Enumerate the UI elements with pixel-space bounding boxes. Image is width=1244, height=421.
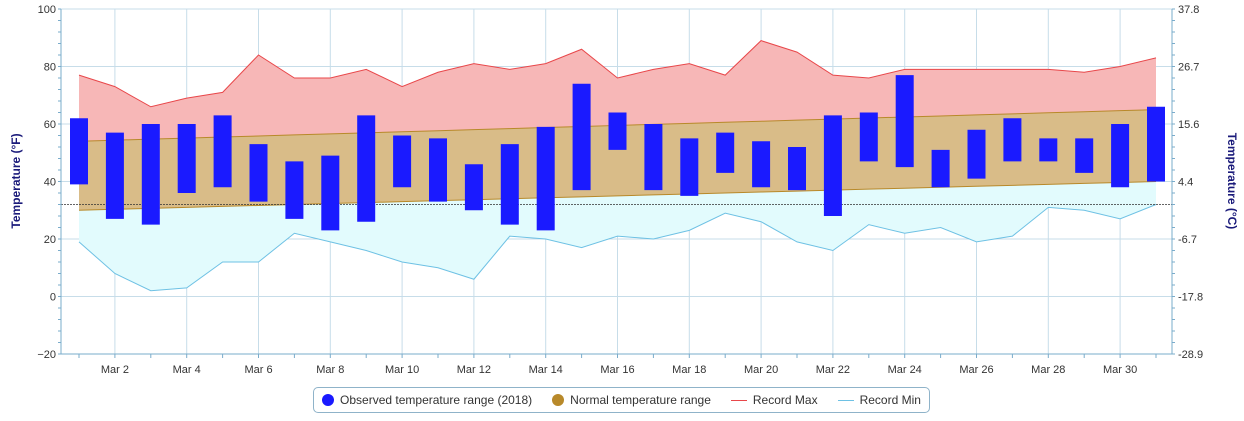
legend-item-record-max[interactable]: Record Max (730, 393, 818, 407)
y-tick-label-left: 60 (44, 119, 56, 131)
y-tick-label-left: 80 (44, 62, 56, 74)
x-tick-label: Mar 30 (1103, 364, 1137, 376)
x-tick-label: Mar 26 (959, 364, 993, 376)
observed-bar (321, 155, 340, 231)
legend-normal-label: Normal temperature range (570, 393, 711, 407)
legend: Observed temperature range (2018) Normal… (313, 387, 930, 413)
observed-bar (1111, 124, 1130, 188)
legend-item-observed[interactable]: Observed temperature range (2018) (322, 393, 532, 407)
observed-bar (608, 112, 627, 150)
observed-bar (823, 115, 842, 216)
x-tick-label: Mar 14 (529, 364, 563, 376)
legend-record-min-label: Record Min (859, 393, 921, 407)
observed-bar (859, 112, 878, 162)
observed-bar (213, 115, 232, 188)
observed-bar (1003, 118, 1022, 162)
legend-observed-swatch (322, 394, 335, 406)
x-tick-label: Mar 4 (173, 364, 201, 376)
observed-bar (716, 132, 735, 173)
y-tick-label-right: 4.4 (1178, 177, 1193, 189)
observed-bar (105, 132, 124, 219)
x-tick-label: Mar 24 (888, 364, 922, 376)
record-min-line (78, 204, 1157, 292)
normal-range-area (79, 109, 1156, 211)
legend-record-min-swatch (837, 399, 854, 401)
x-tick-label: Mar 8 (316, 364, 344, 376)
observed-bar (141, 124, 160, 225)
observed-bar (249, 144, 268, 202)
observed-bar (967, 129, 986, 179)
y-tick-label-left: 40 (44, 177, 56, 189)
observed-bar (357, 115, 376, 222)
observed-bar (429, 138, 447, 202)
legend-item-record-min[interactable]: Record Min (837, 393, 921, 407)
observed-bar (788, 147, 806, 191)
y-tick-label-left: 100 (38, 4, 56, 16)
observed-bar (285, 161, 304, 219)
observed-bar (752, 141, 771, 188)
observed-bar (1075, 138, 1094, 173)
record-max-area (79, 40, 1156, 142)
observed-bar (1039, 138, 1058, 162)
x-tick-label: Mar 18 (672, 364, 706, 376)
y-tick-label-right: -17.8 (1178, 292, 1203, 304)
y-tick-label-right: 15.6 (1178, 119, 1199, 131)
observed-bar (70, 118, 88, 185)
y-tick-label-left: −20 (37, 349, 56, 361)
x-tick-label: Mar 10 (385, 364, 419, 376)
axes: −20 -28.9 0 -17.8 20 -6.7 40 4.4 60 15.6 80 26.7 100… (37, 4, 1203, 376)
observed-bars (70, 75, 1165, 231)
observed-bar (393, 135, 412, 188)
y-axis-title-left: Temperature (°F) (9, 133, 23, 228)
y-tick-label-left: 0 (50, 292, 56, 304)
areas (61, 40, 1172, 292)
x-tick-label: Mar 12 (457, 364, 491, 376)
observed-bar (572, 83, 591, 191)
observed-bar (680, 138, 699, 196)
observed-bar (644, 124, 663, 191)
x-tick-label: Mar 20 (744, 364, 778, 376)
legend-record-max-label: Record Max (752, 393, 818, 407)
y-axis-title-right: Temperature (°C) (1225, 133, 1239, 230)
x-tick-label: Mar 6 (244, 364, 272, 376)
legend-item-normal[interactable]: Normal temperature range (552, 393, 711, 407)
observed-bar (536, 126, 555, 231)
x-tick-label: Mar 22 (816, 364, 850, 376)
x-tick-label: Mar 28 (1031, 364, 1065, 376)
observed-bar (464, 164, 483, 211)
y-tick-label-right: -6.7 (1178, 234, 1197, 246)
legend-observed-label: Observed temperature range (2018) (340, 393, 533, 407)
y-tick-label-right: 26.7 (1178, 62, 1199, 74)
observed-bar (1147, 106, 1165, 182)
y-tick-label-left: 20 (44, 234, 56, 246)
normal-low-line (78, 181, 1157, 211)
legend-normal-swatch (552, 394, 565, 406)
x-tick-label: Mar 16 (600, 364, 634, 376)
observed-bar (177, 124, 196, 193)
legend-record-max-swatch (730, 399, 747, 401)
observed-bar (931, 149, 950, 188)
record-max-line (78, 40, 1157, 108)
y-tick-label-right: -28.9 (1178, 349, 1203, 361)
y-tick-label-right: 37.8 (1178, 4, 1199, 16)
x-tick-label: Mar 2 (101, 364, 129, 376)
observed-bar (895, 75, 914, 168)
observed-bar (500, 144, 519, 225)
